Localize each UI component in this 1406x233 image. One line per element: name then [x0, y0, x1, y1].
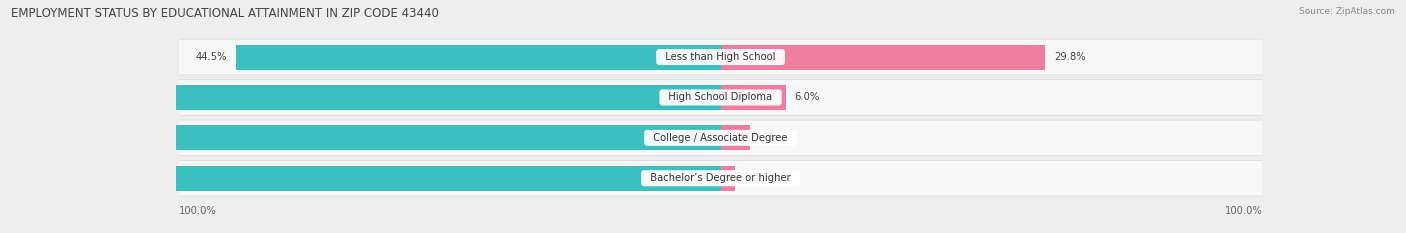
Text: Source: ZipAtlas.com: Source: ZipAtlas.com: [1299, 7, 1395, 16]
FancyBboxPatch shape: [179, 40, 1263, 74]
Text: 100.0%: 100.0%: [179, 206, 217, 216]
Bar: [721, 85, 786, 110]
FancyBboxPatch shape: [179, 161, 1263, 196]
Bar: [721, 45, 1045, 70]
Text: 29.8%: 29.8%: [1054, 52, 1085, 62]
Text: High School Diploma: High School Diploma: [662, 93, 779, 103]
Text: EMPLOYMENT STATUS BY EDUCATIONAL ATTAINMENT IN ZIP CODE 43440: EMPLOYMENT STATUS BY EDUCATIONAL ATTAINM…: [11, 7, 439, 20]
Bar: [721, 166, 735, 191]
FancyBboxPatch shape: [179, 120, 1263, 155]
FancyBboxPatch shape: [179, 120, 1263, 156]
Bar: [0, 85, 721, 110]
FancyBboxPatch shape: [179, 39, 1263, 75]
Text: 100.0%: 100.0%: [1225, 206, 1263, 216]
Text: 44.5%: 44.5%: [195, 52, 226, 62]
Text: Bachelor’s Degree or higher: Bachelor’s Degree or higher: [644, 173, 797, 183]
Bar: [236, 45, 721, 70]
FancyBboxPatch shape: [179, 80, 1263, 115]
Text: 2.7%: 2.7%: [759, 133, 785, 143]
Bar: [721, 125, 749, 150]
Text: 6.0%: 6.0%: [794, 93, 820, 103]
Text: College / Associate Degree: College / Associate Degree: [647, 133, 794, 143]
FancyBboxPatch shape: [179, 160, 1263, 196]
Text: 1.3%: 1.3%: [744, 173, 769, 183]
FancyBboxPatch shape: [179, 79, 1263, 116]
Text: Less than High School: Less than High School: [659, 52, 782, 62]
Bar: [0, 125, 721, 150]
Bar: [0, 166, 721, 191]
